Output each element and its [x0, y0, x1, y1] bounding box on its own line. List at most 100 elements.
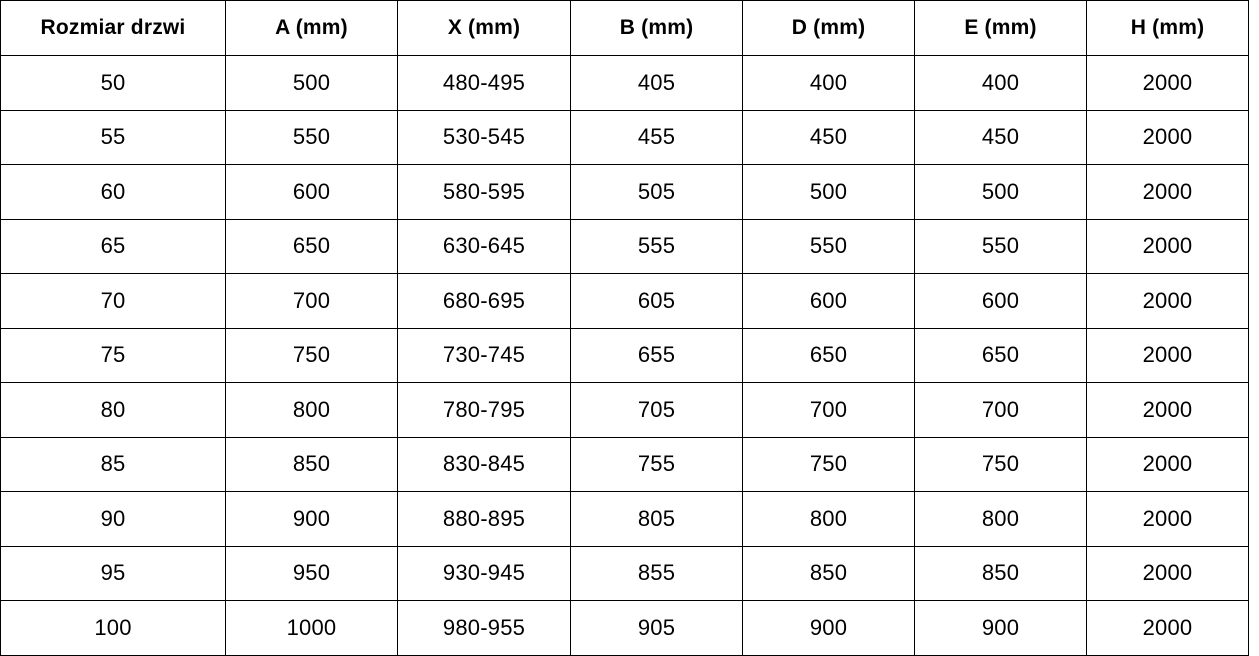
- cell-d: 600: [742, 273, 915, 329]
- table-row: 60 600 580-595 505 500 500 2000: [0, 164, 1249, 220]
- table-row: 50 500 480-495 405 400 400 2000: [0, 55, 1249, 111]
- cell-x: 830-845: [397, 436, 571, 492]
- cell-x: 980-955: [397, 600, 571, 656]
- cell-d: 900: [742, 600, 915, 656]
- cell-e: 400: [914, 55, 1087, 111]
- cell-a: 600: [225, 164, 398, 220]
- cell-x: 680-695: [397, 273, 571, 329]
- column-header-b: B (mm): [570, 0, 743, 56]
- cell-door-size: 75: [0, 327, 226, 383]
- cell-b: 755: [570, 436, 743, 492]
- cell-b: 705: [570, 382, 743, 438]
- cell-h: 2000: [1086, 600, 1249, 656]
- cell-e: 700: [914, 382, 1087, 438]
- cell-e: 900: [914, 600, 1087, 656]
- cell-b: 855: [570, 545, 743, 601]
- table-row: 100 1000 980-955 905 900 900 2000: [0, 600, 1249, 656]
- cell-x: 880-895: [397, 491, 571, 547]
- cell-a: 650: [225, 218, 398, 274]
- cell-e: 850: [914, 545, 1087, 601]
- cell-d: 700: [742, 382, 915, 438]
- cell-a: 900: [225, 491, 398, 547]
- cell-e: 500: [914, 164, 1087, 220]
- cell-h: 2000: [1086, 55, 1249, 111]
- cell-door-size: 90: [0, 491, 226, 547]
- table-row: 85 850 830-845 755 750 750 2000: [0, 436, 1249, 492]
- cell-h: 2000: [1086, 109, 1249, 165]
- cell-h: 2000: [1086, 327, 1249, 383]
- cell-h: 2000: [1086, 491, 1249, 547]
- cell-door-size: 55: [0, 109, 226, 165]
- cell-d: 850: [742, 545, 915, 601]
- cell-door-size: 85: [0, 436, 226, 492]
- cell-b: 405: [570, 55, 743, 111]
- table-row: 95 950 930-945 855 850 850 2000: [0, 545, 1249, 601]
- cell-b: 455: [570, 109, 743, 165]
- cell-h: 2000: [1086, 545, 1249, 601]
- cell-x: 530-545: [397, 109, 571, 165]
- table-row: 90 900 880-895 805 800 800 2000: [0, 491, 1249, 547]
- cell-b: 505: [570, 164, 743, 220]
- cell-x: 930-945: [397, 545, 571, 601]
- cell-a: 500: [225, 55, 398, 111]
- column-header-door-size: Rozmiar drzwi: [0, 0, 226, 56]
- cell-door-size: 60: [0, 164, 226, 220]
- cell-door-size: 95: [0, 545, 226, 601]
- cell-x: 480-495: [397, 55, 571, 111]
- cell-door-size: 50: [0, 55, 226, 111]
- cell-b: 655: [570, 327, 743, 383]
- cell-d: 500: [742, 164, 915, 220]
- cell-a: 750: [225, 327, 398, 383]
- cell-d: 450: [742, 109, 915, 165]
- cell-a: 1000: [225, 600, 398, 656]
- table-row: 80 800 780-795 705 700 700 2000: [0, 382, 1249, 438]
- column-header-h: H (mm): [1086, 0, 1249, 56]
- cell-d: 750: [742, 436, 915, 492]
- cell-h: 2000: [1086, 273, 1249, 329]
- cell-x: 730-745: [397, 327, 571, 383]
- cell-a: 950: [225, 545, 398, 601]
- cell-x: 630-645: [397, 218, 571, 274]
- cell-a: 700: [225, 273, 398, 329]
- cell-a: 850: [225, 436, 398, 492]
- column-header-d: D (mm): [742, 0, 915, 56]
- cell-door-size: 65: [0, 218, 226, 274]
- column-header-e: E (mm): [914, 0, 1087, 56]
- cell-x: 780-795: [397, 382, 571, 438]
- cell-a: 550: [225, 109, 398, 165]
- cell-e: 750: [914, 436, 1087, 492]
- table-body: 50 500 480-495 405 400 400 2000 55 550 5…: [0, 55, 1249, 656]
- cell-a: 800: [225, 382, 398, 438]
- cell-h: 2000: [1086, 218, 1249, 274]
- cell-b: 805: [570, 491, 743, 547]
- cell-b: 605: [570, 273, 743, 329]
- table-row: 75 750 730-745 655 650 650 2000: [0, 327, 1249, 383]
- cell-d: 800: [742, 491, 915, 547]
- cell-e: 450: [914, 109, 1087, 165]
- table-row: 55 550 530-545 455 450 450 2000: [0, 109, 1249, 165]
- table-row: 65 650 630-645 555 550 550 2000: [0, 218, 1249, 274]
- cell-e: 650: [914, 327, 1087, 383]
- cell-b: 555: [570, 218, 743, 274]
- cell-door-size: 80: [0, 382, 226, 438]
- table-header-row: Rozmiar drzwi A (mm) X (mm) B (mm) D (mm…: [0, 0, 1249, 56]
- cell-e: 550: [914, 218, 1087, 274]
- cell-e: 600: [914, 273, 1087, 329]
- table-header: Rozmiar drzwi A (mm) X (mm) B (mm) D (mm…: [0, 0, 1249, 56]
- cell-h: 2000: [1086, 164, 1249, 220]
- column-header-a: A (mm): [225, 0, 398, 56]
- cell-d: 650: [742, 327, 915, 383]
- cell-door-size: 100: [0, 600, 226, 656]
- cell-d: 400: [742, 55, 915, 111]
- cell-x: 580-595: [397, 164, 571, 220]
- table-row: 70 700 680-695 605 600 600 2000: [0, 273, 1249, 329]
- cell-h: 2000: [1086, 382, 1249, 438]
- cell-door-size: 70: [0, 273, 226, 329]
- cell-h: 2000: [1086, 436, 1249, 492]
- cell-d: 550: [742, 218, 915, 274]
- column-header-x: X (mm): [397, 0, 571, 56]
- cell-e: 800: [914, 491, 1087, 547]
- cell-b: 905: [570, 600, 743, 656]
